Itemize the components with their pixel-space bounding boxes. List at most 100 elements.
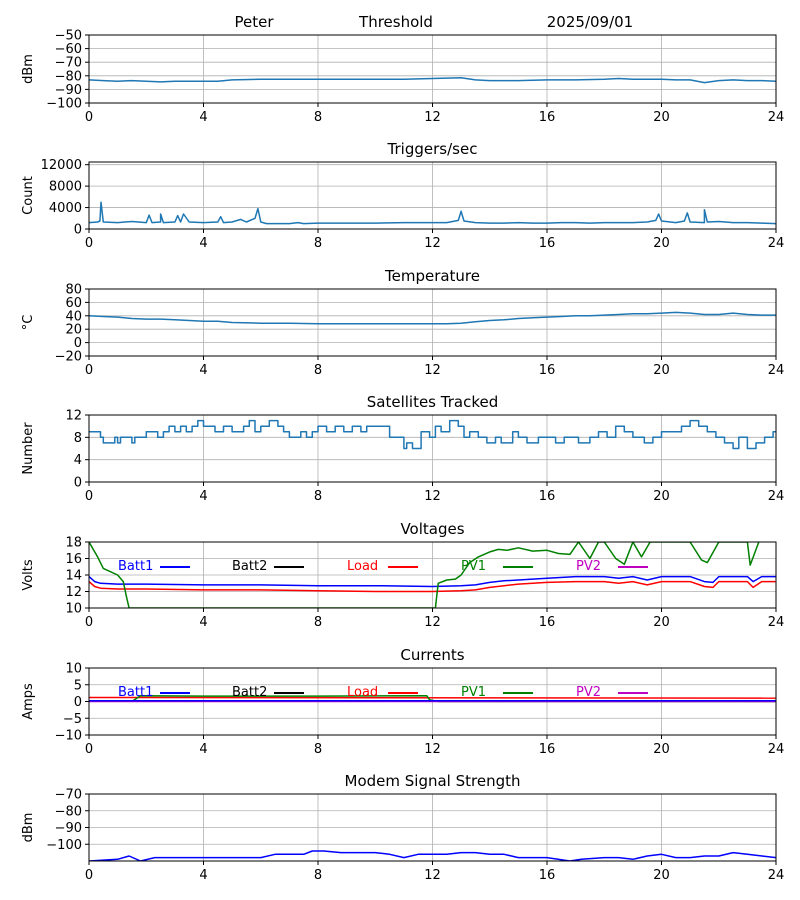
panel-1: 0 4 8 12 16 20 24 −100−90−80−70−60−50 dBm <box>21 29 784 126</box>
panel-7: 0 4 8 12 16 20 24 −100 −90 −80−70 Modem Signal Str… <box>21 772 784 883</box>
x-tick-label: 0 <box>85 868 93 883</box>
series-group <box>89 542 776 608</box>
series-line-main <box>89 201 776 225</box>
series-group <box>89 419 776 450</box>
series-group <box>89 311 776 325</box>
x-tick-label: 24 <box>768 868 785 883</box>
x-tick-label: 8 <box>314 742 322 757</box>
y-axis-label: Number <box>21 422 36 475</box>
y-tick-label: 80 <box>65 283 82 298</box>
header-date: 2025/09/01 <box>547 13 633 31</box>
x-tick-label: 16 <box>539 236 556 251</box>
panel-title: Temperature <box>384 267 480 285</box>
y-tick-label: 0 <box>74 223 82 238</box>
x-tick-label: 20 <box>653 110 670 125</box>
y-tick-label: −70 <box>55 788 82 803</box>
panel-title: Modem Signal Strength <box>345 772 521 790</box>
x-tick-label: 0 <box>85 742 93 757</box>
y-tick-label: 12000 <box>41 158 82 173</box>
y-tick-label: 0 <box>74 336 82 351</box>
header-name: Peter <box>234 13 274 31</box>
x-tick-label: 4 <box>199 363 207 378</box>
y-tick-label: 16 <box>65 552 82 567</box>
y-tick-label: 0 <box>74 695 82 710</box>
panel-title: Triggers/sec <box>387 140 478 158</box>
y-tick-label: 4000 <box>49 201 82 216</box>
x-tick-label: 20 <box>653 868 670 883</box>
y-axis-label: dBm <box>21 54 36 84</box>
panel-4: 0 4 8 12 16 20 24 0 4 8 12 Satellites Tracked Number <box>21 393 784 504</box>
x-tick-label: 16 <box>539 742 556 757</box>
legend-label: PV1 <box>461 685 486 700</box>
x-tick-label: 0 <box>85 236 93 251</box>
y-tick-label: 8 <box>74 431 82 446</box>
legend-label: PV1 <box>461 559 486 574</box>
x-tick-label: 24 <box>768 236 785 251</box>
x-tick-label: 20 <box>653 236 670 251</box>
y-tick-label: −5 <box>63 712 82 727</box>
y-tick-label: 12 <box>65 585 82 600</box>
x-tick-label: 16 <box>539 489 556 504</box>
x-tick-label: 0 <box>85 489 93 504</box>
series-line-main <box>89 311 776 325</box>
x-tick-label: 4 <box>199 489 207 504</box>
y-tick-label: 12 <box>65 409 82 424</box>
x-tick-label: 24 <box>768 742 785 757</box>
y-tick-label: −20 <box>55 350 82 365</box>
y-axis-label: Volts <box>21 559 36 591</box>
y-tick-label: −80 <box>55 804 82 819</box>
y-tick-label: 0 <box>74 476 82 491</box>
series-line-batt1 <box>89 575 776 588</box>
y-axis-label: dBm <box>21 813 36 843</box>
x-tick-label: 12 <box>424 236 441 251</box>
x-tick-label: 12 <box>424 363 441 378</box>
y-tick-label: 5 <box>74 678 82 693</box>
panel-title: Voltages <box>400 520 464 538</box>
series-line-load <box>89 696 776 699</box>
y-tick-label: 8000 <box>49 180 82 195</box>
x-tick-label: 24 <box>768 363 785 378</box>
x-tick-label: 8 <box>314 236 322 251</box>
series-line-load <box>89 580 776 593</box>
series-group <box>89 695 776 703</box>
figure-header: Peter Threshold 2025/09/01 <box>234 13 633 31</box>
x-tick-label: 0 <box>85 363 93 378</box>
y-tick-label: 10 <box>65 662 82 677</box>
y-tick-label: −50 <box>55 29 82 44</box>
x-tick-label: 4 <box>199 615 207 630</box>
x-tick-label: 12 <box>424 742 441 757</box>
y-tick-label: −90 <box>55 821 82 836</box>
y-tick-label: 40 <box>65 309 82 324</box>
y-axis-label: Count <box>21 176 36 215</box>
series-line-main <box>89 77 776 84</box>
y-tick-label: 14 <box>65 569 82 584</box>
x-tick-label: 8 <box>314 868 322 883</box>
legend-label: Batt2 <box>232 685 267 700</box>
y-tick-label: −100 <box>46 838 82 853</box>
header-mode: Threshold <box>358 13 433 31</box>
x-tick-label: 24 <box>768 489 785 504</box>
series-group <box>89 850 776 861</box>
x-tick-label: 4 <box>199 110 207 125</box>
series-group <box>89 77 776 84</box>
legend-label: PV2 <box>576 685 601 700</box>
y-tick-label: 60 <box>65 296 82 311</box>
y-tick-label: 10 <box>65 602 82 617</box>
x-tick-label: 4 <box>199 868 207 883</box>
y-tick-label: −10 <box>55 729 82 744</box>
x-tick-label: 12 <box>424 615 441 630</box>
x-tick-label: 24 <box>768 110 785 125</box>
x-tick-label: 12 <box>424 868 441 883</box>
series-group <box>89 201 776 225</box>
panel-title: Satellites Tracked <box>367 393 498 411</box>
x-tick-label: 8 <box>314 363 322 378</box>
legend-label: Batt1 <box>118 559 153 574</box>
x-tick-label: 16 <box>539 868 556 883</box>
x-tick-label: 0 <box>85 110 93 125</box>
x-tick-label: 20 <box>653 742 670 757</box>
series-line-main <box>89 850 776 861</box>
